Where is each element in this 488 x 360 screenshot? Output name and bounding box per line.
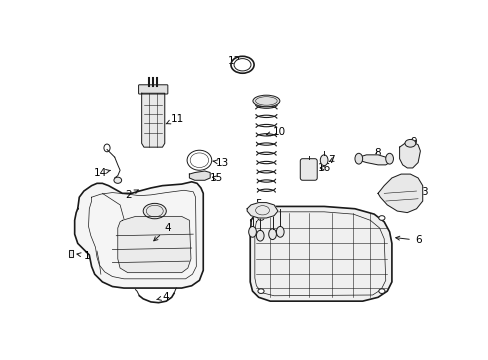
Ellipse shape	[378, 216, 384, 220]
Text: 2: 2	[125, 190, 138, 200]
Ellipse shape	[257, 289, 264, 293]
Ellipse shape	[114, 177, 122, 183]
Ellipse shape	[320, 155, 327, 166]
Ellipse shape	[248, 226, 256, 237]
Text: 5: 5	[251, 199, 262, 209]
Polygon shape	[75, 182, 203, 288]
Ellipse shape	[378, 289, 384, 293]
Polygon shape	[189, 171, 210, 180]
Polygon shape	[358, 155, 389, 165]
Ellipse shape	[257, 216, 264, 220]
Text: 10: 10	[266, 127, 285, 137]
Ellipse shape	[268, 229, 276, 239]
Text: 14: 14	[94, 167, 110, 177]
Text: 11: 11	[165, 114, 184, 124]
Polygon shape	[142, 93, 164, 147]
Text: 1: 1	[77, 251, 90, 261]
Text: 12: 12	[228, 56, 241, 66]
Ellipse shape	[276, 226, 284, 237]
Text: 13: 13	[213, 158, 229, 167]
Text: 4: 4	[156, 292, 168, 302]
FancyBboxPatch shape	[138, 85, 167, 94]
Ellipse shape	[256, 230, 264, 241]
Text: 3: 3	[418, 187, 427, 200]
Text: 9: 9	[409, 137, 416, 147]
Ellipse shape	[252, 95, 279, 107]
Polygon shape	[399, 142, 420, 168]
Ellipse shape	[354, 153, 362, 164]
Polygon shape	[118, 216, 190, 273]
Polygon shape	[377, 174, 422, 213]
Ellipse shape	[404, 139, 415, 147]
Text: 4: 4	[153, 223, 171, 241]
Text: 6: 6	[395, 235, 421, 245]
Ellipse shape	[234, 59, 250, 71]
Polygon shape	[246, 203, 277, 218]
Text: 15: 15	[209, 173, 223, 183]
Text: 16: 16	[317, 163, 330, 173]
FancyBboxPatch shape	[300, 159, 317, 180]
Ellipse shape	[143, 203, 166, 219]
Text: 7: 7	[328, 155, 334, 165]
Polygon shape	[68, 249, 73, 257]
Text: 8: 8	[374, 148, 381, 158]
Polygon shape	[250, 206, 391, 301]
Ellipse shape	[385, 153, 393, 164]
